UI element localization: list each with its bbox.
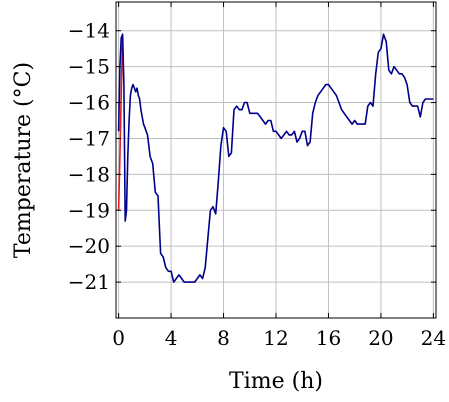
x-tick-label: 20: [368, 326, 393, 350]
x-tick-label: 4: [165, 326, 178, 350]
y-tick-label: −14: [68, 19, 110, 43]
y-tick-label: −18: [68, 162, 110, 186]
grid-lines: [116, 2, 436, 318]
x-tick-label: 8: [217, 326, 230, 350]
data-series: [117, 33, 434, 283]
x-tick-label: 16: [316, 326, 341, 350]
x-tick-label: 0: [112, 326, 125, 350]
y-tick-label: −21: [68, 270, 110, 294]
y-tick-label: −19: [68, 198, 110, 222]
x-tick-label: 12: [263, 326, 288, 350]
series-line: [117, 37, 124, 211]
x-axis-label: Time (h): [229, 369, 323, 394]
y-tick-label: −20: [68, 234, 110, 258]
y-tick-label: −16: [68, 91, 110, 115]
y-tick-label: −15: [68, 55, 110, 79]
axis-ticks: [116, 2, 436, 318]
tick-labels: 0 4 8 12 16 20 24 −21 −20 −19 −18 −17 −16 −15 −14: [68, 19, 446, 350]
series-1: [117, 33, 434, 283]
y-tick-label: −17: [68, 126, 110, 150]
y-axis-label: Temperature (°C): [11, 62, 36, 258]
x-tick-label: 24: [421, 326, 446, 350]
